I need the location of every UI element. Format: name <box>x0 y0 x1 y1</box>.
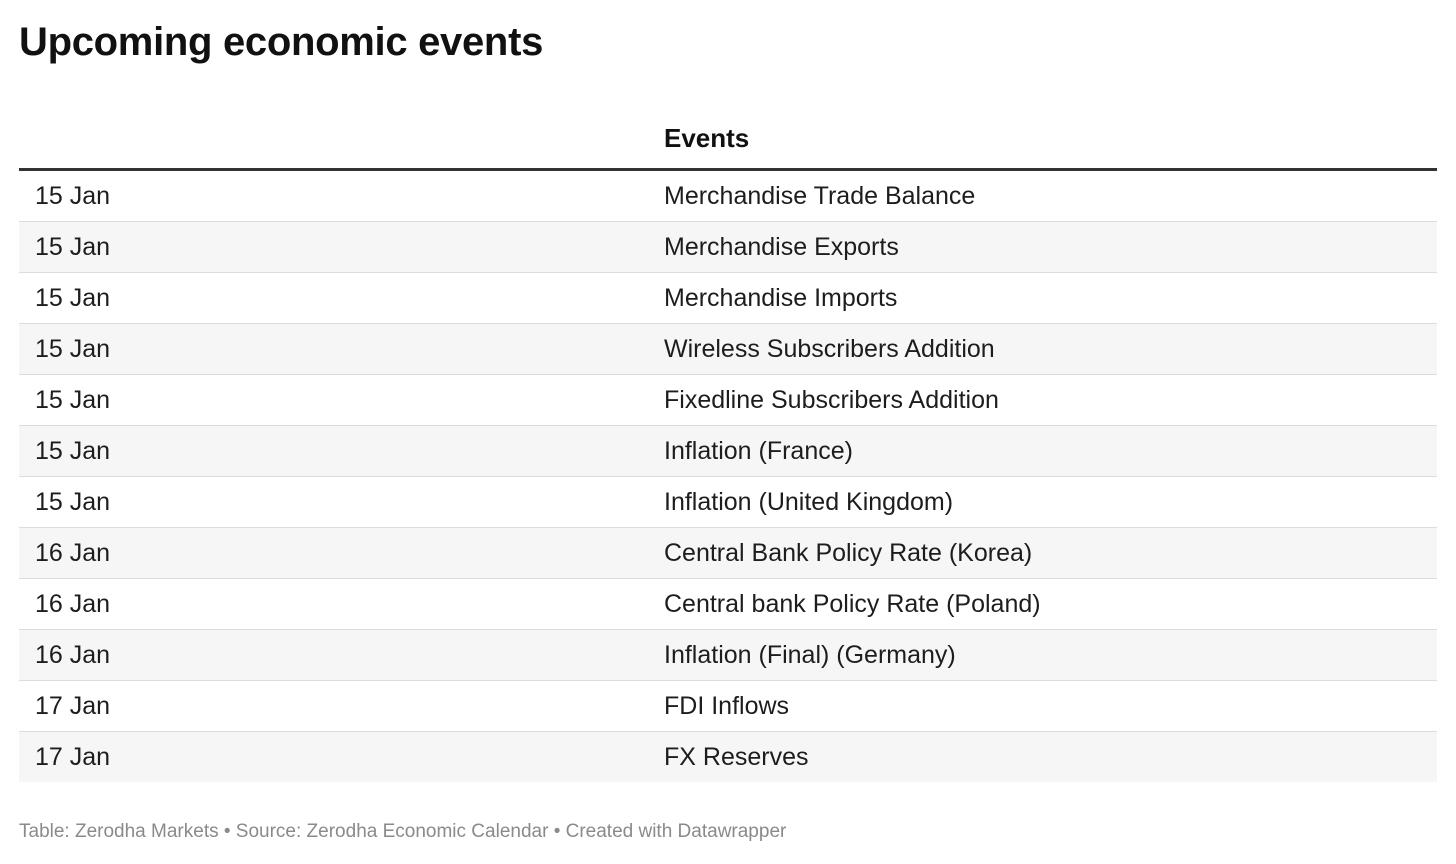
table-footer-credits: Table: Zerodha Markets • Source: Zerodha… <box>19 821 787 842</box>
table-title: Upcoming economic events <box>19 20 544 64</box>
cell-event: Merchandise Exports <box>664 221 1437 273</box>
table-row: 15 Jan Merchandise Exports <box>19 221 1437 273</box>
table-row: 17 Jan FDI Inflows <box>19 680 1437 732</box>
cell-date: 15 Jan <box>19 476 664 528</box>
cell-event: Wireless Subscribers Addition <box>664 323 1437 375</box>
events-table-container: Events 15 Jan Merchandise Trade Balance 15… <box>19 108 1437 782</box>
events-table: Events 15 Jan Merchandise Trade Balance 15… <box>19 108 1437 782</box>
table-row: 15 Jan Wireless Subscribers Addition <box>19 323 1437 375</box>
cell-date: 16 Jan <box>19 527 664 579</box>
cell-date: 15 Jan <box>19 169 664 222</box>
cell-event: Central Bank Policy Rate (Korea) <box>664 527 1437 579</box>
table-row: 15 Jan Fixedline Subscribers Addition <box>19 374 1437 426</box>
cell-date: 16 Jan <box>19 578 664 630</box>
cell-date: 16 Jan <box>19 629 664 681</box>
cell-date: 15 Jan <box>19 323 664 375</box>
column-header-date <box>19 108 664 171</box>
cell-date: 15 Jan <box>19 221 664 273</box>
table-row: 17 Jan FX Reserves <box>19 731 1437 782</box>
column-header-events: Events <box>664 108 1437 171</box>
cell-event: Merchandise Trade Balance <box>664 169 1437 222</box>
table-row: 15 Jan Inflation (United Kingdom) <box>19 476 1437 528</box>
table-row: 16 Jan Central bank Policy Rate (Poland) <box>19 578 1437 630</box>
cell-date: 15 Jan <box>19 374 664 426</box>
cell-date: 17 Jan <box>19 680 664 732</box>
cell-event: Inflation (France) <box>664 425 1437 477</box>
cell-date: 15 Jan <box>19 425 664 477</box>
cell-date: 15 Jan <box>19 272 664 324</box>
table-body: 15 Jan Merchandise Trade Balance 15 Jan Mer… <box>19 169 1437 782</box>
cell-event: Central bank Policy Rate (Poland) <box>664 578 1437 630</box>
table-row: 15 Jan Inflation (France) <box>19 425 1437 477</box>
table-row: 16 Jan Inflation (Final) (Germany) <box>19 629 1437 681</box>
cell-event: Inflation (United Kingdom) <box>664 476 1437 528</box>
table-row: 16 Jan Central Bank Policy Rate (Korea) <box>19 527 1437 579</box>
cell-event: Inflation (Final) (Germany) <box>664 629 1437 681</box>
cell-event: Merchandise Imports <box>664 272 1437 324</box>
table-row: 15 Jan Merchandise Imports <box>19 272 1437 324</box>
header-row: Events <box>19 108 1437 171</box>
cell-event: FDI Inflows <box>664 680 1437 732</box>
cell-date: 17 Jan <box>19 731 664 782</box>
table-row: 15 Jan Merchandise Trade Balance <box>19 169 1437 222</box>
cell-event: Fixedline Subscribers Addition <box>664 374 1437 426</box>
table-header: Events <box>19 108 1437 171</box>
cell-event: FX Reserves <box>664 731 1437 782</box>
